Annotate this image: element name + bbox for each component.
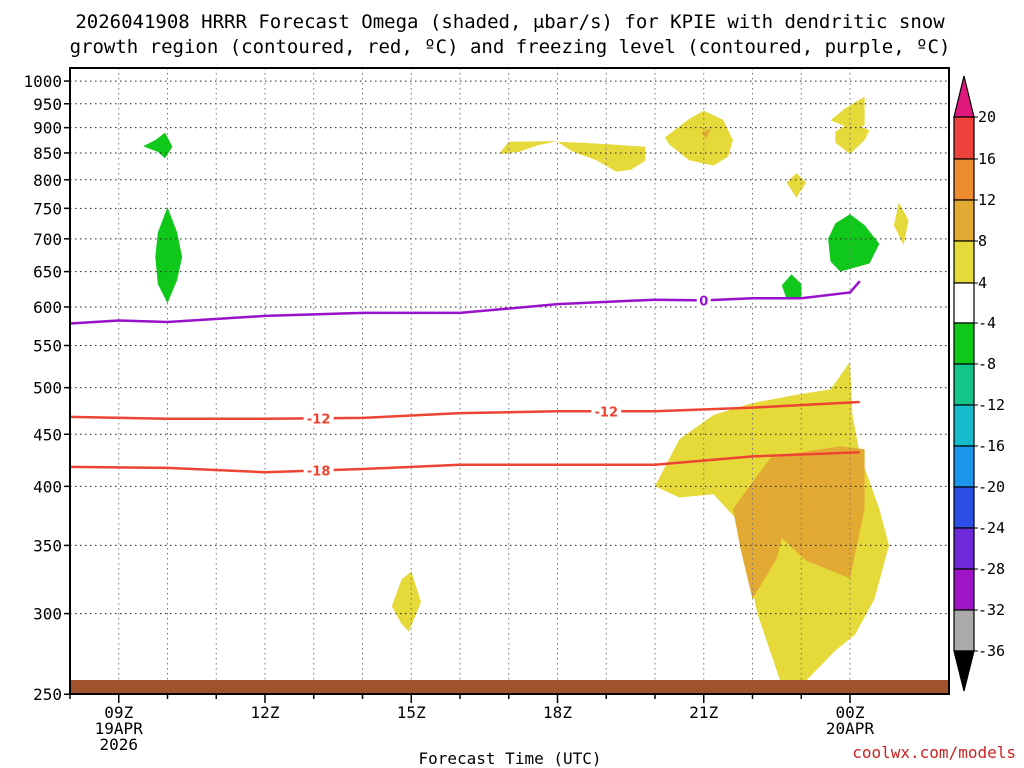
colorbar-box-11: [953, 568, 975, 611]
colorbar-box-8: [953, 445, 975, 488]
x-tick-label-21-1: 21Z: [689, 703, 718, 722]
y-tick-label-700: 700: [33, 230, 62, 249]
contour-label-bg-1-0: [303, 410, 334, 427]
omega-region-yellow-8: [835, 122, 870, 154]
colorbar-box-5: [953, 322, 975, 365]
x-tick-label-24-2: 20APR: [826, 719, 875, 738]
colorbar-label-0: 20: [978, 108, 996, 126]
omega-shading: [143, 96, 909, 686]
y-tick-label-650: 650: [33, 263, 62, 282]
omega-region-green-12: [143, 132, 173, 159]
omega-region-green-11: [155, 207, 183, 304]
x-tick-label-9-3: 2026: [99, 735, 138, 754]
y-tick-label-400: 400: [33, 477, 62, 496]
colorbar-label-13: -36: [978, 642, 1005, 660]
colorbar-box-2: [953, 199, 975, 242]
x-tick-label-9-2: 19APR: [95, 719, 144, 738]
colorbar: 20 16 12 8 4 -4 -8 -12 -16 -20 -24 -28 -32 -36: [953, 75, 1005, 692]
colorbar-box-7: [953, 404, 975, 447]
contour-line-0: [70, 451, 860, 474]
y-tick-label-800: 800: [33, 171, 62, 190]
colorbar-label-11: -28: [978, 560, 1005, 578]
omega-region-yellow-4: [557, 141, 646, 172]
contour-label-1-0: -12: [307, 412, 331, 427]
omega-region-orange-6: [701, 128, 712, 139]
colorbar-label-5: -4: [978, 314, 996, 332]
contour-label-bg-2-0: [696, 292, 711, 309]
y-tick-label-300: 300: [33, 605, 62, 624]
colorbar-label-10: -24: [978, 519, 1005, 537]
y-tick-label-250: 250: [33, 685, 62, 704]
colorbar-label-9: -20: [978, 478, 1005, 496]
colorbar-label-1: 16: [978, 150, 996, 168]
contour-label-bg-1-1: [591, 403, 622, 420]
colorbar-bottom-arrow: [953, 650, 975, 692]
omega-region-yellow-9: [830, 96, 865, 131]
credit-text: coolwx.com/models: [852, 743, 1016, 762]
y-tick-label-350: 350: [33, 536, 62, 555]
contour-label-bg-0-0: [303, 462, 334, 479]
colorbar-box-12: [953, 609, 975, 652]
contour-label-2-0: 0: [699, 294, 708, 309]
y-tick-label-500: 500: [33, 379, 62, 398]
y-tick-label-600: 600: [33, 298, 62, 317]
y-tick-label-450: 450: [33, 425, 62, 444]
y-tick-label-1000: 1000: [23, 72, 62, 91]
colorbar-box-3: [953, 240, 975, 284]
colorbar-label-4: 4: [978, 274, 987, 292]
contour-label-1-1: -12: [595, 405, 619, 420]
omega-region-yellow-3: [499, 141, 558, 154]
ground-surface: [70, 680, 949, 694]
colorbar-box-0: [953, 116, 975, 160]
y-tick-label-950: 950: [33, 95, 62, 114]
omega-region-yellow-5: [664, 110, 733, 166]
contour-line-1: [70, 400, 860, 421]
x-axis-label: Forecast Time (UTC): [418, 749, 601, 768]
colorbar-label-6: -8: [978, 355, 996, 373]
y-tick-label-850: 850: [33, 144, 62, 163]
colorbar-label-8: -16: [978, 437, 1005, 455]
temperature-contours: -18 -12 -12 0: [70, 280, 861, 479]
omega-region-yellow-10: [893, 202, 909, 246]
omega-region-green-13: [781, 274, 802, 299]
colorbar-box-4: [953, 282, 975, 324]
colorbar-box-6: [953, 363, 975, 406]
colorbar-top-arrow: [953, 75, 975, 118]
omega-region-yellow-2: [391, 571, 421, 632]
x-tick-label-9-1: 09Z: [104, 703, 133, 722]
x-tick-label-24-1: 00Z: [836, 703, 865, 722]
contour-label-0-0: -18: [307, 464, 331, 479]
y-tick-label-550: 550: [33, 336, 62, 355]
omega-region-orange-1: [733, 446, 865, 600]
y-tick-label-750: 750: [33, 199, 62, 218]
title-line-2: growth region (contoured, red, ºC) and f…: [70, 36, 951, 58]
x-tick-label-12-1: 12Z: [251, 703, 280, 722]
y-axis-ticks: 250 300 350 400 450 500 550 600 650 700 750 800 850 9…: [23, 72, 70, 704]
colorbar-label-2: 12: [978, 191, 996, 209]
colorbar-label-3: 8: [978, 232, 987, 250]
colorbar-box-1: [953, 158, 975, 201]
contour-line-2: [70, 280, 861, 325]
colorbar-label-12: -32: [978, 601, 1005, 619]
title-line-1: 2026041908 HRRR Forecast Omega (shaded, …: [75, 11, 945, 33]
y-tick-label-900: 900: [33, 119, 62, 138]
colorbar-label-7: -12: [978, 396, 1005, 414]
x-tick-label-15-1: 15Z: [397, 703, 426, 722]
colorbar-box-10: [953, 527, 975, 570]
x-tick-label-18-1: 18Z: [543, 703, 572, 722]
colorbar-box-9: [953, 486, 975, 529]
omega-region-green-14: [828, 214, 880, 272]
